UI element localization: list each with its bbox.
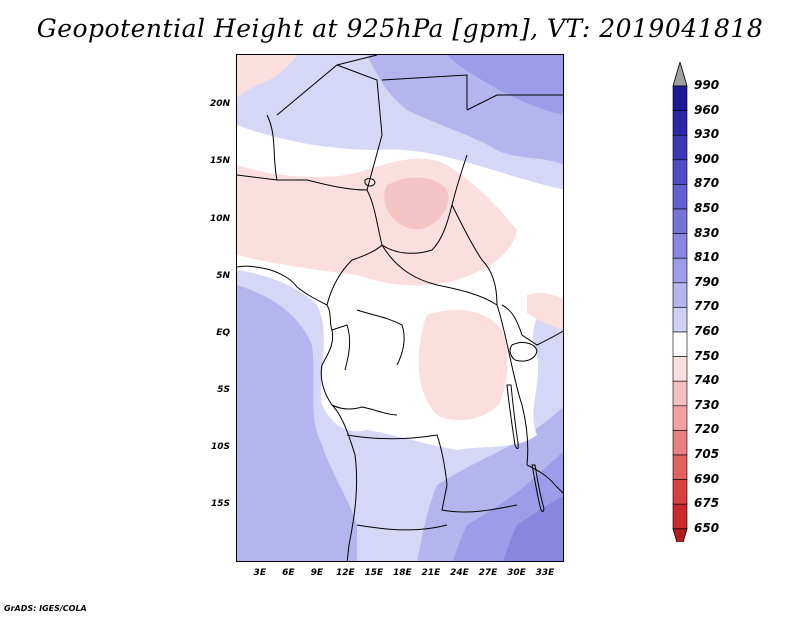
lake-victoria	[509, 342, 538, 362]
lon-tick-label: 3E	[253, 568, 266, 578]
lat-tick-label: 10S	[210, 441, 230, 452]
lon-tick-label: 6E	[282, 568, 295, 578]
colorbar-swatch	[672, 184, 688, 210]
colorbar-level-label: 990	[694, 78, 720, 92]
lake-tanganyika	[506, 384, 519, 449]
lon-tick-label: 24E	[450, 568, 469, 578]
colorbar-swatch	[672, 110, 688, 136]
border-niger	[266, 114, 278, 181]
lat-tick-label: 15S	[210, 498, 230, 509]
colorbar-level-label: 770	[694, 299, 720, 314]
border-cameroon	[326, 244, 383, 306]
field-740-core	[384, 177, 449, 230]
colorbar-swatch	[672, 307, 688, 333]
lon-tick-label: 18E	[393, 568, 412, 578]
colorbar-level-label: 930	[694, 127, 720, 142]
field-810-northeast	[447, 55, 563, 115]
lake-chad	[364, 178, 376, 187]
map-svg	[237, 55, 563, 561]
border-drc-west	[331, 404, 398, 416]
borders	[237, 55, 563, 561]
lat-tick-label: 20N	[209, 99, 230, 110]
colorbar-level-label: 900	[694, 151, 720, 166]
colorbar-level-label: 830	[694, 225, 720, 240]
border-uganda-kenya	[501, 304, 563, 346]
field-790-west-ocean	[237, 285, 357, 561]
colorbar-swatch	[672, 503, 688, 530]
colorbar-swatch	[672, 134, 688, 161]
colorbar-level-label: 720	[694, 422, 720, 437]
colorbar-swatch	[672, 159, 688, 185]
grads-credit: GrADS: IGES/COLA	[4, 604, 87, 613]
field-830-southeast	[502, 496, 563, 561]
lon-tick-label: 9E	[310, 568, 324, 578]
border-chad	[366, 154, 468, 254]
border-car-east	[451, 204, 498, 306]
colorbar-swatch	[672, 257, 688, 284]
lat-tick-label: 5N	[216, 270, 230, 281]
border-nigeria	[237, 174, 368, 191]
border-sudan	[466, 94, 563, 111]
lat-tick-label: 10N	[209, 213, 230, 224]
chart-title: Geopotential Height at 925hPa [gpm], VT:…	[36, 14, 764, 43]
lake-malawi	[531, 464, 545, 512]
border-southwest	[356, 524, 448, 531]
border-car	[381, 244, 498, 306]
colorbar-swatch	[672, 405, 688, 431]
lon-tick-label: 12E	[335, 568, 355, 578]
field-750-northwest-corner	[237, 55, 297, 97]
map-panel	[236, 54, 564, 562]
lakes	[364, 178, 545, 512]
colorbar-swatch	[672, 331, 688, 357]
colorbar-bottom-triangle	[672, 528, 688, 542]
lat-tick-label: 15N	[209, 156, 230, 167]
lat-tick-label: EQ	[216, 327, 230, 338]
lon-tick-label: 30E	[507, 568, 526, 578]
colorbar-level-label: 690	[694, 471, 720, 486]
colorbar-level-label: 870	[694, 176, 720, 191]
colorbar-swatch	[672, 479, 688, 505]
border-angola-zambia	[441, 484, 518, 513]
colorbar-level-label: 850	[694, 201, 720, 215]
border-drc-south	[346, 434, 448, 486]
border-gabon	[331, 324, 351, 371]
colorbar-swatch	[672, 208, 688, 234]
border-libya-sudan	[381, 74, 468, 110]
border-east-africa	[496, 304, 529, 466]
colorbar	[672, 62, 688, 542]
colorbar-level-label: 790	[694, 274, 720, 289]
lon-tick-label: 27E	[478, 568, 498, 578]
lon-tick-label: 15E	[364, 568, 384, 578]
colorbar-swatch	[672, 356, 688, 382]
colorbar-level-label: 750	[694, 348, 720, 363]
field-750-east	[527, 292, 563, 330]
border-congo	[356, 309, 405, 366]
colorbar-level-label: 650	[694, 520, 720, 535]
colorbar-swatch	[672, 233, 688, 259]
colorbar-level-label: 740	[694, 373, 720, 388]
colorbar-swatch	[672, 85, 688, 111]
colorbar-level-label: 675	[694, 496, 720, 511]
coastline-west	[237, 265, 358, 561]
colorbar-swatch	[672, 380, 688, 407]
border-north-2	[336, 64, 383, 191]
colorbar-level-label: 760	[694, 324, 720, 338]
lon-tick-label: 21E	[421, 568, 441, 578]
colorbar-swatch	[672, 282, 688, 308]
colorbar-level-label: 705	[694, 447, 720, 461]
colorbar-level-label: 810	[694, 250, 720, 265]
lon-tick-label: 33E	[535, 568, 555, 578]
field-750-central	[418, 310, 508, 421]
border-tanzania	[526, 464, 563, 494]
colorbar-level-label: 960	[694, 102, 720, 117]
colorbar-level-label: 730	[694, 397, 720, 412]
colorbar-top-triangle	[672, 62, 688, 87]
colorbar-swatch	[672, 430, 688, 456]
lat-tick-label: 5S	[217, 384, 230, 395]
colorbar-swatch	[672, 454, 688, 480]
